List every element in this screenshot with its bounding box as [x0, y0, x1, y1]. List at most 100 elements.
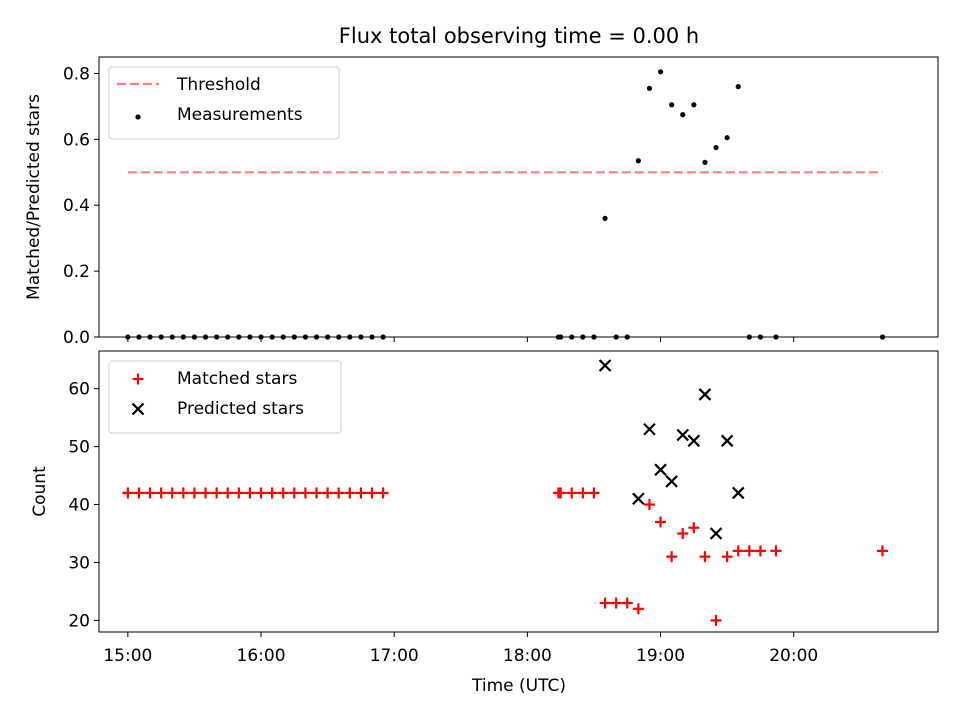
top-ytick-label-1: 0.2 — [63, 262, 90, 282]
top-series-0-point-40 — [724, 135, 730, 141]
bottom-series-0-point-8 — [211, 487, 223, 499]
bottom-series-0-point-42 — [743, 545, 755, 557]
bottom-series-1-point-4 — [665, 475, 678, 488]
bottom-series-0-point-12 — [255, 487, 267, 499]
bottom-series-1-point-5-b — [676, 428, 690, 442]
bottom-series-0-point-43 — [754, 545, 766, 557]
bottom-series-0-point-19 — [333, 487, 345, 499]
bottom-series-1-point-0-b — [598, 359, 612, 372]
top-series-0-point-41 — [735, 84, 741, 90]
xtick-label-4: 19:00 — [636, 646, 685, 666]
bottom-series-0-point-29 — [599, 597, 611, 609]
bottom-series-0-point-25 — [555, 487, 567, 499]
bottom-legend-swatch-1 — [131, 402, 145, 416]
chart-title: Flux total observing time = 0.00 h — [339, 24, 699, 48]
bottom-series-1-point-10 — [731, 486, 745, 500]
bottom-series-1-point-2-b — [643, 422, 656, 436]
top-ytick-label-2: 0.4 — [63, 196, 90, 216]
bottom-series-1-point-7 — [698, 388, 712, 401]
bottom-series-0-point-15 — [288, 487, 300, 499]
bottom-series-1-point-1 — [632, 492, 645, 506]
bottom-series-1-point-3 — [654, 463, 667, 477]
top-series-0-point-29 — [602, 215, 608, 222]
bottom-ytick-label-4: 60 — [68, 380, 90, 400]
bottom-series-0-point-14 — [277, 487, 289, 499]
bottom-series-0-point-2 — [144, 487, 156, 499]
bottom-series-0-point-33 — [643, 499, 655, 511]
bottom-ytick-label-0: 20 — [68, 611, 90, 631]
bottom-series-1-point-5 — [676, 428, 690, 442]
bottom-series-0-point-40 — [721, 551, 733, 563]
bottom-series-1 — [598, 359, 745, 540]
top-ylabel: Matched/Predicted stars — [24, 94, 44, 300]
bottom-series-0-point-35 — [666, 551, 678, 563]
bottom-series-0-point-41 — [732, 545, 744, 557]
bottom-series-0-point-23 — [377, 487, 389, 499]
bottom-legend-label-1: Predicted stars — [177, 399, 304, 419]
bottom-series-0 — [122, 487, 889, 626]
bottom-ytick-label-1: 30 — [68, 553, 90, 573]
top-series-0-point-37 — [691, 102, 697, 108]
bottom-series-0-point-31 — [621, 597, 633, 609]
bottom-series-0-point-1 — [133, 487, 145, 499]
bottom-ytick-label-2: 40 — [68, 496, 90, 516]
bottom-series-0-point-7 — [200, 487, 212, 499]
bottom-series-1-point-2 — [643, 422, 656, 436]
top-series-0-point-38 — [702, 159, 708, 166]
bottom-series-1-point-8 — [709, 527, 723, 540]
bottom-series-0-point-3 — [155, 487, 167, 499]
x-axis-label: Time (UTC) — [471, 676, 566, 696]
bottom-series-1-point-1-b — [632, 492, 645, 506]
bottom-series-1-point-9 — [720, 434, 734, 448]
bottom-series-0-point-28 — [588, 487, 600, 499]
top-series-0-point-32 — [635, 158, 641, 164]
xtick-label-3: 18:00 — [503, 646, 552, 666]
bottom-series-1-point-4-b — [665, 475, 678, 488]
top-panel: 0.0 0.2 0.4 0.6 0.8 Matched/Predicted stars Th… — [24, 56, 939, 348]
bottom-legend-label-0: Matched stars — [177, 369, 297, 389]
bottom-series-0-point-16 — [299, 487, 311, 499]
bottom-series-0-point-9 — [222, 487, 234, 499]
bottom-series-0-point-36 — [677, 528, 689, 540]
bottom-series-0-point-4 — [166, 487, 178, 499]
top-frame — [98, 56, 939, 338]
bottom-panel: 20 30 40 50 60 Count 15:00 16:00 17:00 18:00 19:00… — [30, 350, 939, 666]
bottom-legend-swatch-0 — [132, 373, 144, 385]
bottom-series-0-point-22 — [366, 487, 378, 499]
top-series-0-point-34 — [657, 69, 664, 75]
bottom-series-0-point-21 — [355, 487, 367, 499]
xtick-label-1: 16:00 — [237, 646, 286, 666]
xtick-label-5: 20:00 — [769, 646, 818, 666]
bottom-series-0-point-13 — [266, 487, 278, 499]
bottom-ytick-label-3: 50 — [68, 438, 90, 458]
bottom-series-0-point-5 — [177, 487, 189, 499]
top-legend: Threshold Measurements — [108, 66, 340, 140]
top-series-0-point-33 — [646, 85, 653, 91]
xtick-label-0: 15:00 — [103, 646, 152, 666]
bottom-series-1-point-10-b — [731, 486, 745, 500]
top-ytick-label-0: 0.0 — [63, 328, 90, 348]
bottom-legend: Matched stars Predicted stars — [108, 360, 342, 434]
bottom-series-0-point-17 — [311, 487, 323, 499]
bottom-series-0-point-27 — [577, 487, 589, 499]
top-series-0-point-35 — [669, 102, 675, 108]
bottom-series-0-point-10 — [233, 487, 245, 499]
bottom-series-0-point-30 — [610, 597, 622, 609]
bottom-series-1-point-8-b — [709, 527, 723, 540]
xtick-label-2: 17:00 — [370, 646, 419, 666]
top-series-0-point-39 — [713, 144, 719, 151]
bottom-series-1-point-6 — [687, 434, 701, 448]
bottom-series-0-point-20 — [344, 487, 356, 499]
bottom-series-0-point-6 — [188, 487, 200, 499]
bottom-series-1-point-3-b — [654, 463, 667, 477]
bottom-series-1-point-6-b — [687, 434, 701, 448]
bottom-series-0-point-26 — [566, 487, 578, 499]
bottom-series-0-point-38 — [699, 551, 711, 563]
bottom-series-0-point-34 — [655, 516, 667, 528]
bottom-series-0-point-44 — [770, 545, 782, 557]
bottom-series-0-point-39 — [710, 614, 722, 626]
bottom-series-0-point-0 — [122, 487, 134, 499]
top-series-0-point-36 — [680, 112, 686, 118]
top-ytick-label-3: 0.6 — [63, 130, 90, 150]
